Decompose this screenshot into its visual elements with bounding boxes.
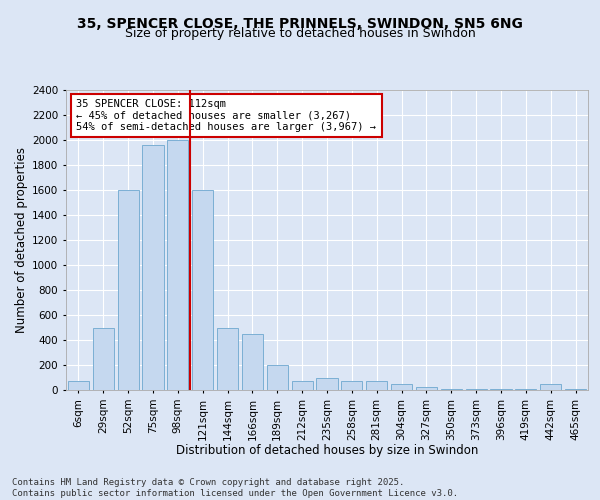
Bar xyxy=(316,378,338,390)
Bar xyxy=(341,380,362,390)
Bar xyxy=(267,365,288,390)
Bar xyxy=(391,384,412,390)
Bar xyxy=(540,384,561,390)
Text: Contains HM Land Registry data © Crown copyright and database right 2025.
Contai: Contains HM Land Registry data © Crown c… xyxy=(12,478,458,498)
Text: 35, SPENCER CLOSE, THE PRINNELS, SWINDON, SN5 6NG: 35, SPENCER CLOSE, THE PRINNELS, SWINDON… xyxy=(77,18,523,32)
Bar xyxy=(441,389,462,390)
Bar xyxy=(416,387,437,390)
Bar xyxy=(167,140,188,390)
Bar xyxy=(142,145,164,390)
Y-axis label: Number of detached properties: Number of detached properties xyxy=(15,147,28,333)
Text: 35 SPENCER CLOSE: 112sqm
← 45% of detached houses are smaller (3,267)
54% of sem: 35 SPENCER CLOSE: 112sqm ← 45% of detach… xyxy=(76,99,376,132)
Bar xyxy=(366,380,387,390)
Bar xyxy=(118,190,139,390)
Bar xyxy=(217,328,238,390)
Bar xyxy=(93,328,114,390)
Bar xyxy=(192,190,213,390)
Bar xyxy=(68,380,89,390)
Bar xyxy=(292,380,313,390)
Bar xyxy=(242,334,263,390)
Text: Size of property relative to detached houses in Swindon: Size of property relative to detached ho… xyxy=(125,28,475,40)
X-axis label: Distribution of detached houses by size in Swindon: Distribution of detached houses by size … xyxy=(176,444,478,457)
